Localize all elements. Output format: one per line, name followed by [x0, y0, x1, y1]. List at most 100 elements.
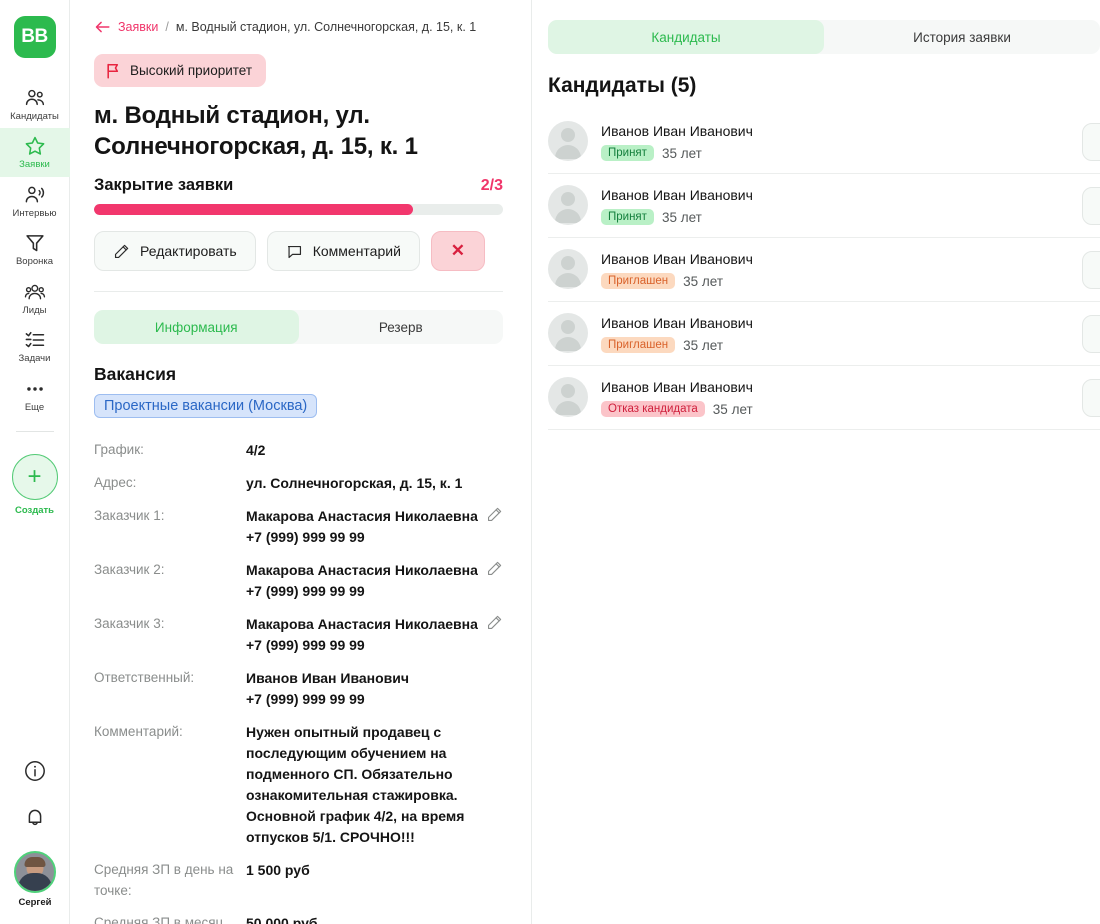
field-value-primary: Макарова Анастасия Николаевна	[246, 616, 478, 633]
sidebar-item-label: Воронка	[15, 256, 54, 268]
field-value: 1 500 руб	[246, 860, 503, 881]
candidate-info: Иванов Иван Иванович Принят 35 лет	[601, 121, 1100, 161]
field-value-secondary: +7 (999) 999 99 99	[246, 691, 365, 708]
candidate-action-button[interactable]	[1082, 186, 1100, 225]
user-profile[interactable]: Сергей	[14, 851, 56, 908]
sidebar-bottom: Сергей	[0, 759, 70, 908]
page-title: м. Водный стадион, ул. Солнечногорская, …	[94, 102, 418, 160]
candidate-meta: Отказ кандидата 35 лет	[601, 401, 1100, 417]
field-label: Заказчик 3:	[94, 616, 165, 632]
candidates-title: Кандидаты (5)	[548, 74, 697, 97]
sidebar-item-5[interactable]: Задачи	[0, 322, 70, 370]
candidate-action-button[interactable]	[1082, 378, 1100, 417]
progress-title: Закрытие заявки	[94, 176, 234, 195]
progress-count: 2/3	[480, 177, 503, 195]
sidebar-item-1[interactable]: Заявки	[0, 128, 70, 177]
candidate-row[interactable]: Иванов Иван Иванович Приглашен 35 лет	[548, 238, 1100, 302]
candidate-age: 35 лет	[712, 401, 753, 417]
field-value-primary: ул. Солнечногорская, д. 15, к. 1	[246, 475, 463, 492]
status-badge: Приглашен	[601, 337, 676, 353]
field-value: Макарова Анастасия Николаевна +7 (999) 99…	[246, 506, 480, 548]
candidate-avatar	[548, 313, 588, 353]
profile-name: Сергей	[18, 897, 52, 908]
priority-badge: Высокий приоритет	[94, 54, 267, 87]
candidate-row[interactable]: Иванов Иван Иванович Принят 35 лет	[548, 174, 1100, 238]
tab-left-1[interactable]: Резерв	[378, 319, 423, 335]
request-detail-pane: Заявки / м. Водный стадион, ул. Солнечно…	[70, 0, 532, 924]
comment-bubble-icon	[286, 243, 303, 260]
funnel-icon	[23, 232, 47, 254]
field-label: Средняя ЗП в день на точке:	[94, 862, 234, 898]
candidate-info: Иванов Иван Иванович Приглашен 35 лет	[601, 249, 1100, 289]
candidate-action-button[interactable]	[1082, 122, 1100, 161]
create-button-label: Создать	[14, 505, 55, 517]
field-value: Макарова Анастасия Николаевна +7 (999) 99…	[246, 614, 480, 656]
field-row: Средняя ЗП в месяц 50 000 руб	[94, 913, 503, 924]
field-label: Ответственный:	[94, 670, 195, 686]
flag-icon	[105, 62, 121, 79]
sidebar-item-label: Задачи	[18, 353, 51, 365]
field-label: Адрес:	[94, 475, 137, 491]
tab-right-1[interactable]: История заявки	[913, 29, 1011, 45]
field-value-primary: 1 500 руб	[246, 862, 310, 879]
edit-field-icon[interactable]	[486, 560, 503, 577]
candidate-name: Иванов Иван Иванович	[601, 187, 753, 203]
candidate-age: 35 лет	[683, 337, 723, 353]
sidebar-item-4[interactable]: Лиды	[0, 274, 70, 322]
candidate-meta: Приглашен 35 лет	[601, 273, 1100, 289]
field-row: Средняя ЗП в день на точке: 1 500 руб	[94, 860, 503, 901]
status-badge: Отказ кандидата	[601, 401, 705, 417]
leads-icon	[23, 281, 47, 303]
edit-field-icon[interactable]	[486, 506, 503, 523]
priority-badge-label: Высокий приоритет	[130, 63, 253, 78]
candidate-row[interactable]: Иванов Иван Иванович Принят 35 лет	[548, 110, 1100, 174]
candidate-age: 35 лет	[683, 273, 723, 289]
candidate-action-button[interactable]	[1082, 314, 1100, 353]
create-button[interactable]: + Создать	[11, 454, 58, 517]
progress-bar-fill	[94, 204, 414, 216]
ellipsis-icon	[23, 378, 47, 400]
info-icon[interactable]	[23, 759, 47, 783]
vacancy-tag[interactable]: Проектные вакансии (Москва)	[94, 394, 318, 419]
sidebar-item-6[interactable]: Еще	[0, 371, 70, 419]
candidate-age: 35 лет	[661, 209, 702, 225]
candidate-avatar	[548, 249, 588, 289]
sidebar-item-3[interactable]: Воронка	[0, 225, 70, 273]
candidate-age: 35 лет	[661, 145, 702, 161]
edit-button[interactable]: Редактировать	[94, 231, 256, 272]
breadcrumb-link[interactable]: Заявки	[118, 20, 159, 34]
candidate-row[interactable]: Иванов Иван Иванович Отказ кандидата 35 ле…	[548, 366, 1100, 430]
field-value: Макарова Анастасия Николаевна +7 (999) 99…	[246, 560, 480, 602]
sidebar-divider	[15, 431, 54, 433]
field-label: График:	[94, 442, 144, 458]
main-content: Заявки / м. Водный стадион, ул. Солнечно…	[70, 0, 1100, 924]
field-row: График: 4/2	[94, 440, 503, 461]
candidate-action-button[interactable]	[1082, 250, 1100, 289]
app-logo[interactable]: BB	[13, 16, 56, 58]
candidate-meta: Принят 35 лет	[601, 209, 1100, 225]
candidate-row[interactable]: Иванов Иван Иванович Приглашен 35 лет	[548, 302, 1100, 366]
back-arrow-icon[interactable]	[94, 20, 111, 34]
field-value-secondary: +7 (999) 999 99 99	[246, 529, 365, 546]
field-value-primary: Макарова Анастасия Николаевна	[246, 508, 478, 525]
close-request-button[interactable]: ✕	[430, 231, 485, 272]
sidebar-item-2[interactable]: Интервью	[0, 177, 70, 225]
edit-field-icon[interactable]	[486, 614, 503, 631]
breadcrumb-separator: /	[165, 20, 169, 34]
section-divider	[94, 291, 503, 293]
field-label: Комментарий:	[94, 724, 183, 740]
field-value-secondary: +7 (999) 999 99 99	[246, 583, 365, 600]
bell-icon[interactable]	[23, 805, 47, 829]
comment-button[interactable]: Комментарий	[266, 231, 420, 272]
tab-right-0[interactable]: Кандидаты	[548, 20, 824, 54]
field-value: Нужен опытный продавец с последующим обу…	[246, 722, 481, 848]
tab-left-0[interactable]: Информация	[94, 310, 299, 345]
pencil-icon	[113, 243, 130, 260]
status-badge: Приглашен	[601, 273, 676, 289]
field-value-primary: 50 000 руб	[246, 914, 318, 924]
edit-button-label: Редактировать	[140, 243, 237, 260]
sidebar-item-0[interactable]: Кандидаты	[0, 80, 70, 128]
field-value: 50 000 руб	[246, 913, 503, 924]
star-icon	[23, 135, 47, 157]
